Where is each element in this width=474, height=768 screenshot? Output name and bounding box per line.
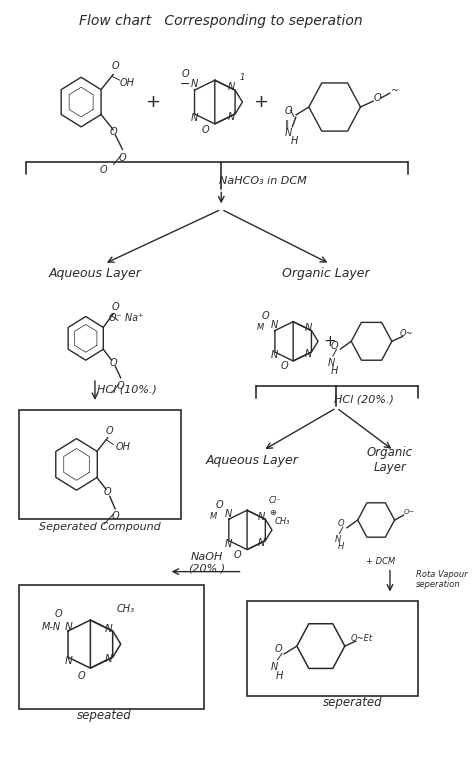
- Text: O: O: [331, 341, 338, 351]
- Text: O: O: [202, 125, 210, 135]
- Text: N: N: [225, 539, 232, 549]
- Text: +: +: [324, 334, 337, 349]
- Text: O: O: [109, 127, 117, 137]
- Text: O: O: [280, 361, 288, 371]
- Text: O: O: [77, 671, 85, 681]
- Text: N: N: [228, 82, 235, 92]
- Text: seperated: seperated: [323, 696, 383, 709]
- Text: Rota Vapour
seperation: Rota Vapour seperation: [416, 570, 467, 589]
- Text: N: N: [191, 113, 198, 123]
- Text: Aqueous Layer: Aqueous Layer: [205, 454, 298, 467]
- Text: M: M: [210, 511, 218, 521]
- Text: NaHCO₃ in DCM: NaHCO₃ in DCM: [219, 177, 307, 187]
- Text: O: O: [100, 164, 114, 174]
- Text: N: N: [225, 509, 232, 519]
- Text: Organic Layer: Organic Layer: [282, 267, 369, 280]
- Text: N: N: [105, 624, 113, 634]
- Text: N: N: [64, 622, 72, 632]
- Text: N: N: [304, 323, 311, 333]
- Text: −: −: [180, 78, 191, 91]
- Text: ⊕: ⊕: [269, 508, 276, 517]
- Text: N: N: [258, 512, 265, 522]
- Text: O: O: [106, 425, 114, 435]
- Text: O: O: [119, 153, 127, 163]
- Text: N: N: [258, 538, 265, 548]
- Text: + DCM: + DCM: [366, 558, 395, 566]
- Text: Cl⁻: Cl⁻: [268, 495, 281, 505]
- Bar: [19, 410, 181, 519]
- Text: Aqueous Layer: Aqueous Layer: [48, 267, 141, 280]
- Text: O: O: [104, 487, 112, 497]
- Text: ‖: ‖: [284, 121, 289, 129]
- Text: O: O: [182, 69, 189, 79]
- Text: O: O: [274, 644, 282, 654]
- Text: sepeated: sepeated: [77, 709, 132, 722]
- Text: Flow chart   Corresponding to seperation: Flow chart Corresponding to seperation: [80, 14, 363, 28]
- Text: O: O: [111, 511, 119, 521]
- Text: NaOH
(20%.): NaOH (20%.): [188, 552, 225, 574]
- Text: Seperated Compound: Seperated Compound: [39, 522, 161, 532]
- Text: OH: OH: [120, 78, 135, 88]
- Text: O: O: [216, 500, 223, 510]
- Text: O: O: [109, 358, 117, 368]
- Text: HCl (20%.): HCl (20%.): [334, 395, 394, 405]
- Text: O: O: [111, 302, 119, 312]
- Text: N: N: [228, 112, 235, 122]
- Text: O: O: [111, 61, 119, 71]
- Text: O: O: [338, 519, 345, 528]
- Text: O~: O~: [400, 329, 413, 338]
- Text: H: H: [331, 366, 338, 376]
- Text: O~: O~: [404, 509, 415, 515]
- Text: M-N: M-N: [42, 622, 61, 632]
- Text: H: H: [338, 542, 344, 551]
- Text: M: M: [256, 323, 264, 332]
- Text: Organic
Layer: Organic Layer: [367, 446, 413, 475]
- Text: O: O: [55, 609, 62, 619]
- Text: OH: OH: [115, 442, 130, 452]
- Text: O⁻ Na⁺: O⁻ Na⁺: [109, 313, 144, 323]
- Text: N: N: [328, 358, 335, 368]
- Text: +: +: [254, 93, 268, 111]
- Text: N: N: [334, 535, 340, 545]
- Text: HCl (10%.): HCl (10%.): [97, 385, 157, 395]
- Text: +: +: [146, 93, 161, 111]
- Text: O: O: [234, 550, 242, 560]
- Text: N: N: [304, 349, 311, 359]
- Text: N: N: [191, 79, 198, 89]
- Text: 1: 1: [240, 73, 245, 81]
- Text: ~: ~: [392, 86, 400, 96]
- Text: H: H: [276, 671, 283, 681]
- Text: N: N: [285, 127, 292, 137]
- Text: N: N: [64, 656, 72, 666]
- Text: N: N: [271, 350, 278, 360]
- Text: CH₃: CH₃: [274, 518, 290, 527]
- Text: N: N: [271, 320, 278, 330]
- Bar: [247, 601, 418, 696]
- Text: H: H: [291, 136, 298, 146]
- Text: CH₃: CH₃: [117, 604, 135, 614]
- Text: O: O: [262, 312, 269, 322]
- Text: N: N: [105, 654, 113, 664]
- Text: O: O: [117, 381, 125, 391]
- Text: N: N: [271, 662, 278, 672]
- Text: O: O: [285, 106, 292, 116]
- Bar: [19, 584, 204, 709]
- Text: O~Et: O~Et: [350, 634, 373, 643]
- Text: O: O: [373, 93, 381, 103]
